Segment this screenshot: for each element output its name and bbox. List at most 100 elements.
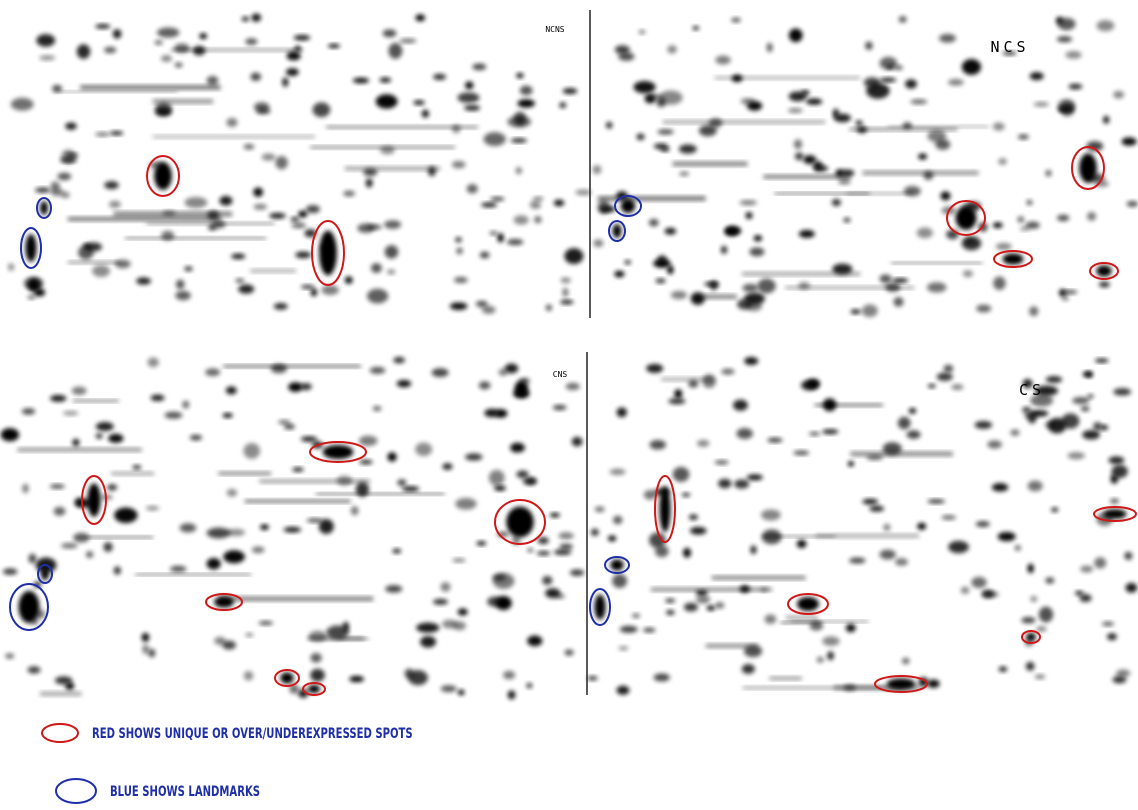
streak bbox=[846, 192, 912, 195]
spot bbox=[513, 389, 529, 398]
spot bbox=[998, 158, 1007, 165]
spot bbox=[226, 386, 237, 394]
spot bbox=[1057, 36, 1072, 42]
spot bbox=[1127, 201, 1138, 207]
spot bbox=[558, 532, 574, 539]
spot bbox=[1113, 388, 1131, 395]
spot bbox=[184, 266, 193, 271]
spot bbox=[707, 605, 716, 610]
spot bbox=[313, 102, 331, 117]
spot bbox=[810, 621, 824, 630]
spot bbox=[917, 228, 933, 239]
spot bbox=[682, 493, 691, 497]
spot bbox=[517, 99, 534, 107]
spot bbox=[476, 301, 488, 307]
spot bbox=[511, 138, 528, 142]
spot bbox=[1113, 91, 1124, 99]
spot bbox=[895, 558, 908, 566]
spot bbox=[591, 529, 599, 536]
spot bbox=[507, 239, 523, 245]
spot bbox=[380, 146, 395, 154]
streak bbox=[17, 448, 141, 452]
spot bbox=[880, 550, 896, 560]
spot bbox=[679, 144, 697, 153]
spot bbox=[975, 421, 993, 429]
spot bbox=[490, 231, 498, 235]
spot bbox=[657, 255, 667, 265]
spot bbox=[24, 277, 44, 290]
spot bbox=[286, 68, 299, 76]
spot bbox=[1020, 227, 1030, 231]
spot bbox=[301, 285, 314, 289]
spot bbox=[199, 33, 207, 39]
spot bbox=[550, 513, 560, 517]
spot bbox=[520, 86, 533, 96]
spot bbox=[359, 436, 378, 446]
legend-label: BLUE SHOWS LANDMARKS bbox=[110, 783, 260, 799]
spot bbox=[514, 215, 529, 224]
spot bbox=[1100, 425, 1108, 430]
spot bbox=[564, 248, 583, 264]
streak bbox=[712, 576, 806, 580]
spot bbox=[927, 680, 939, 688]
marked-spot bbox=[319, 231, 337, 276]
spot bbox=[223, 550, 245, 563]
streak bbox=[218, 472, 271, 475]
spot bbox=[507, 116, 531, 127]
spot bbox=[495, 409, 508, 418]
streak bbox=[345, 166, 440, 170]
panel-label: NCNS bbox=[545, 25, 564, 34]
spot bbox=[948, 541, 969, 553]
marked-spot bbox=[887, 678, 916, 689]
spot bbox=[750, 545, 756, 554]
spot bbox=[103, 542, 112, 552]
spot bbox=[546, 304, 552, 310]
spot bbox=[155, 40, 163, 45]
spot bbox=[480, 252, 490, 259]
marked-spot bbox=[506, 507, 534, 538]
spot bbox=[927, 282, 947, 292]
spot bbox=[309, 631, 327, 642]
spot bbox=[175, 62, 183, 67]
spot bbox=[516, 73, 523, 78]
spot bbox=[1017, 216, 1024, 223]
marked-spot bbox=[323, 445, 354, 459]
spot bbox=[1108, 456, 1124, 464]
spot bbox=[951, 384, 963, 390]
spot bbox=[918, 153, 927, 159]
panel-label: CNS bbox=[553, 370, 568, 379]
spot bbox=[655, 545, 669, 557]
spot bbox=[455, 237, 462, 243]
spot bbox=[710, 280, 718, 290]
spot bbox=[476, 541, 486, 546]
spot bbox=[300, 383, 311, 390]
spot bbox=[393, 357, 405, 363]
spot bbox=[885, 283, 900, 292]
spot bbox=[734, 479, 749, 488]
spot bbox=[252, 546, 265, 553]
spot bbox=[465, 453, 483, 460]
spot bbox=[910, 99, 927, 104]
spot bbox=[927, 499, 945, 503]
spot bbox=[1035, 675, 1046, 680]
spot bbox=[534, 216, 542, 223]
streak bbox=[80, 85, 220, 90]
spot bbox=[935, 139, 950, 150]
spot bbox=[387, 269, 395, 274]
spot bbox=[976, 521, 990, 527]
spot bbox=[1122, 137, 1137, 145]
spot bbox=[1048, 418, 1066, 433]
spot bbox=[587, 676, 597, 680]
spot bbox=[321, 285, 339, 295]
streak bbox=[673, 162, 748, 167]
spot bbox=[746, 301, 762, 311]
spot bbox=[1099, 282, 1110, 288]
spot bbox=[284, 424, 295, 429]
spot bbox=[63, 411, 79, 415]
spot bbox=[827, 651, 834, 660]
marked-spot bbox=[1079, 153, 1097, 182]
spot bbox=[244, 443, 261, 459]
spot bbox=[1081, 406, 1090, 411]
spot bbox=[54, 507, 66, 516]
spot bbox=[1051, 507, 1058, 512]
